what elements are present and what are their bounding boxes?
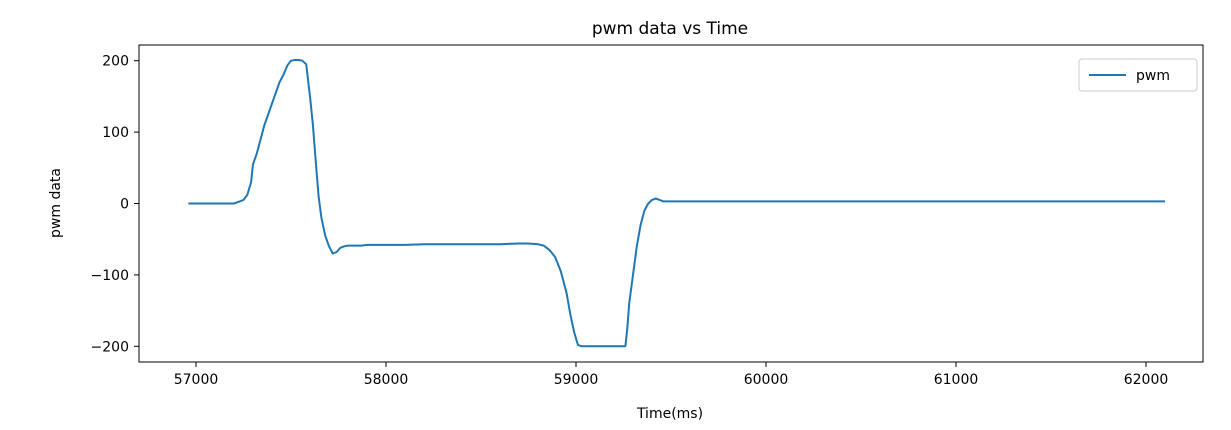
legend-label-pwm: pwm [1136,68,1170,84]
y-axis: −200 −100 0 100 200 [91,54,139,355]
y-tick-label: 0 [120,197,129,213]
y-tick-label: 200 [102,54,129,70]
series-line-pwm [188,59,1165,348]
plot-area [188,59,1165,348]
x-tick-label: 58000 [364,372,409,388]
chart-title: pwm data vs Time [592,19,748,39]
y-tick-label: 100 [102,125,129,141]
legend-box [1078,58,1198,92]
legend: pwm [1078,58,1198,92]
axes-frame [138,44,1204,363]
x-axis-label: Time(ms) [636,406,703,422]
x-tick-label: 57000 [174,372,219,388]
x-tick-label: 59000 [554,372,599,388]
x-tick-label: 61000 [934,372,979,388]
x-tick-label: 62000 [1124,372,1169,388]
x-axis: 57000 58000 59000 60000 61000 62000 [174,362,1169,388]
y-tick-label: −100 [91,268,129,284]
y-axis-label: pwm data [48,168,64,238]
x-tick-label: 60000 [744,372,789,388]
y-tick-label: −200 [91,339,129,355]
